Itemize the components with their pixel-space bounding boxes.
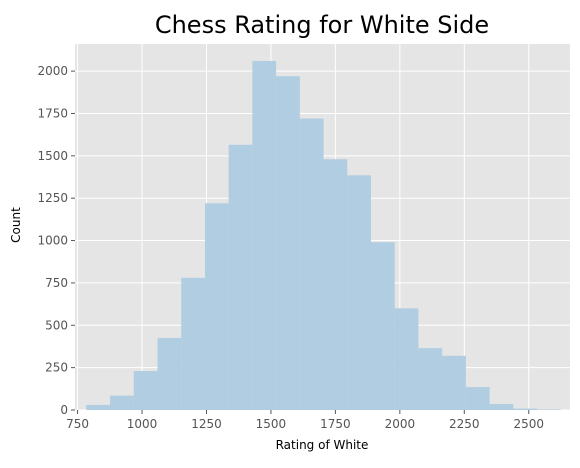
y-axis-ticks: 0 250 500 750 1000 1250 1500 1750 2000 bbox=[37, 64, 75, 417]
y-axis-label: Count bbox=[9, 207, 23, 243]
histogram-bar bbox=[86, 404, 111, 410]
x-tick-label: 2250 bbox=[449, 417, 480, 431]
histogram-bar bbox=[276, 76, 300, 410]
x-tick-label: 1750 bbox=[320, 417, 351, 431]
y-tick-label: 500 bbox=[45, 318, 68, 332]
x-tick-label: 2000 bbox=[385, 417, 416, 431]
histogram-bar bbox=[323, 159, 348, 410]
y-tick-label: 1000 bbox=[37, 234, 68, 248]
histogram-bar bbox=[299, 118, 324, 411]
histogram-bar bbox=[513, 408, 537, 410]
y-tick-label: 1250 bbox=[37, 191, 68, 205]
x-tick-label: 750 bbox=[66, 417, 89, 431]
x-tick-label: 1250 bbox=[191, 417, 222, 431]
histogram-bar bbox=[157, 337, 182, 410]
histogram-bar bbox=[133, 371, 158, 410]
histogram-bar bbox=[347, 175, 371, 410]
histogram-bar bbox=[181, 277, 205, 410]
x-tick-label: 1000 bbox=[127, 417, 158, 431]
y-tick-label: 2000 bbox=[37, 64, 68, 78]
y-tick-label: 750 bbox=[45, 276, 68, 290]
x-tick-label: 2500 bbox=[513, 417, 544, 431]
y-tick-label: 0 bbox=[60, 403, 68, 417]
histogram-bar bbox=[370, 242, 395, 410]
y-tick-label: 1750 bbox=[37, 106, 68, 120]
x-axis-label: Rating of White bbox=[276, 438, 369, 452]
histogram-bar bbox=[204, 203, 229, 410]
histogram-bar bbox=[442, 355, 466, 410]
x-axis-ticks: 750 1000 1250 1500 1750 2000 2250 2500 bbox=[66, 410, 544, 431]
x-tick-label: 1500 bbox=[256, 417, 287, 431]
histogram-bars bbox=[86, 60, 561, 411]
y-tick-label: 1500 bbox=[37, 149, 68, 163]
histogram-bar bbox=[110, 395, 134, 410]
chart-title: Chess Rating for White Side bbox=[155, 11, 489, 39]
histogram-bar bbox=[489, 404, 514, 410]
histogram-bar bbox=[228, 144, 253, 410]
histogram-bar bbox=[394, 308, 419, 410]
y-tick-label: 250 bbox=[45, 361, 68, 375]
histogram-bar bbox=[418, 348, 443, 410]
histogram-bar bbox=[537, 409, 561, 410]
histogram-bar bbox=[465, 387, 490, 410]
histogram-bar bbox=[252, 60, 277, 410]
